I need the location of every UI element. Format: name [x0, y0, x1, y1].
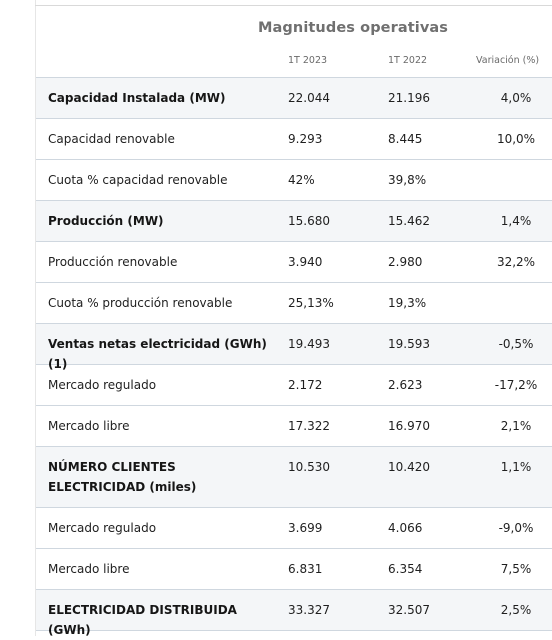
- table-row: Capacidad Instalada (MW) 22.044 21.196 4…: [36, 78, 552, 119]
- table-row: Mercado regulado 3.699 4.066 -9,0%: [36, 508, 552, 549]
- value-1t-2023: 17.322: [288, 419, 330, 433]
- value-1t-2022: 39,8%: [388, 173, 427, 187]
- value-variation: 1,1%: [500, 460, 532, 474]
- value-variation: 7,5%: [500, 562, 532, 576]
- header-divider: [36, 77, 552, 78]
- value-variation: -0,5%: [498, 337, 534, 351]
- value-1t-2023: 19.493: [288, 337, 330, 351]
- row-label: Mercado libre: [48, 419, 130, 433]
- row-label: Producción (MW): [48, 214, 164, 228]
- value-variation: 10,0%: [496, 132, 536, 146]
- value-1t-2023: 3.940: [288, 255, 323, 269]
- table-row: ELECTRICIDAD DISTRIBUIDA (GWh) 33.327 32…: [36, 590, 552, 637]
- column-header-variation: Variación (%): [476, 55, 540, 66]
- value-1t-2022: 2.980: [388, 255, 423, 269]
- value-1t-2023: 9.293: [288, 132, 323, 146]
- value-variation: -9,0%: [498, 521, 534, 535]
- value-1t-2023: 6.831: [288, 562, 323, 576]
- table-row: Mercado regulado 2.172 2.623 -17,2%: [36, 365, 552, 406]
- top-border: [35, 5, 552, 6]
- value-1t-2022: 16.970: [388, 419, 430, 433]
- value-1t-2022: 4.066: [388, 521, 423, 535]
- table-row: Ventas netas electricidad (GWh) (1) 19.4…: [36, 324, 552, 371]
- row-label: Capacidad renovable: [48, 132, 175, 146]
- value-1t-2023: 3.699: [288, 521, 323, 535]
- table-row: NÚMERO CLIENTES ELECTRICIDAD (miles) 10.…: [36, 447, 552, 508]
- row-label: Ventas netas electricidad (GWh) (1): [48, 337, 267, 371]
- row-label: Mercado regulado: [48, 521, 157, 535]
- value-1t-2022: 6.354: [388, 562, 423, 576]
- column-header-1t-2022: 1T 2022: [388, 55, 428, 66]
- value-variation: 4,0%: [500, 91, 532, 105]
- column-header-1t-2023: 1T 2023: [288, 55, 328, 66]
- value-1t-2022: 10.420: [388, 460, 430, 474]
- table-row: Producción renovable 3.940 2.980 32,2%: [36, 242, 552, 283]
- table-row: Producción (MW) 15.680 15.462 1,4%: [36, 201, 552, 242]
- row-label: Cuota % producción renovable: [48, 296, 233, 310]
- value-1t-2022: 19,3%: [388, 296, 427, 310]
- value-1t-2023: 2.172: [288, 378, 323, 392]
- value-1t-2022: 8.445: [388, 132, 423, 146]
- table-row: Mercado libre 6.831 6.354 7,5%: [36, 549, 552, 590]
- table-body: Capacidad Instalada (MW) 22.044 21.196 4…: [36, 78, 552, 637]
- value-1t-2022: 19.593: [388, 337, 430, 351]
- table-title: Magnitudes operativas: [258, 20, 449, 36]
- value-1t-2022: 32.507: [388, 603, 430, 617]
- value-1t-2023: 15.680: [288, 214, 330, 228]
- row-label: ELECTRICIDAD DISTRIBUIDA (GWh): [48, 603, 237, 637]
- row-label: Mercado libre: [48, 562, 130, 576]
- value-variation: 2,5%: [500, 603, 532, 617]
- value-1t-2023: 42%: [288, 173, 315, 187]
- row-label: Mercado regulado: [48, 378, 157, 392]
- value-1t-2023: 25,13%: [288, 296, 334, 310]
- left-border: [35, 0, 36, 636]
- table-row: Cuota % capacidad renovable 42% 39,8%: [36, 160, 552, 201]
- value-1t-2022: 15.462: [388, 214, 430, 228]
- value-1t-2022: 21.196: [388, 91, 430, 105]
- row-label: Capacidad Instalada (MW): [48, 91, 226, 105]
- table-row: Capacidad renovable 9.293 8.445 10,0%: [36, 119, 552, 160]
- table-row: Cuota % producción renovable 25,13% 19,3…: [36, 283, 552, 324]
- value-1t-2022: 2.623: [388, 378, 423, 392]
- value-1t-2023: 22.044: [288, 91, 330, 105]
- table-row: Mercado libre 17.322 16.970 2,1%: [36, 406, 552, 447]
- value-variation: -17,2%: [494, 378, 538, 392]
- value-1t-2023: 33.327: [288, 603, 330, 617]
- value-1t-2023: 10.530: [288, 460, 330, 474]
- row-label: Cuota % capacidad renovable: [48, 173, 228, 187]
- row-label: Producción renovable: [48, 255, 178, 269]
- value-variation: 1,4%: [500, 214, 532, 228]
- value-variation: 32,2%: [496, 255, 536, 269]
- value-variation: 2,1%: [500, 419, 532, 433]
- row-label: NÚMERO CLIENTES ELECTRICIDAD (miles): [48, 460, 197, 494]
